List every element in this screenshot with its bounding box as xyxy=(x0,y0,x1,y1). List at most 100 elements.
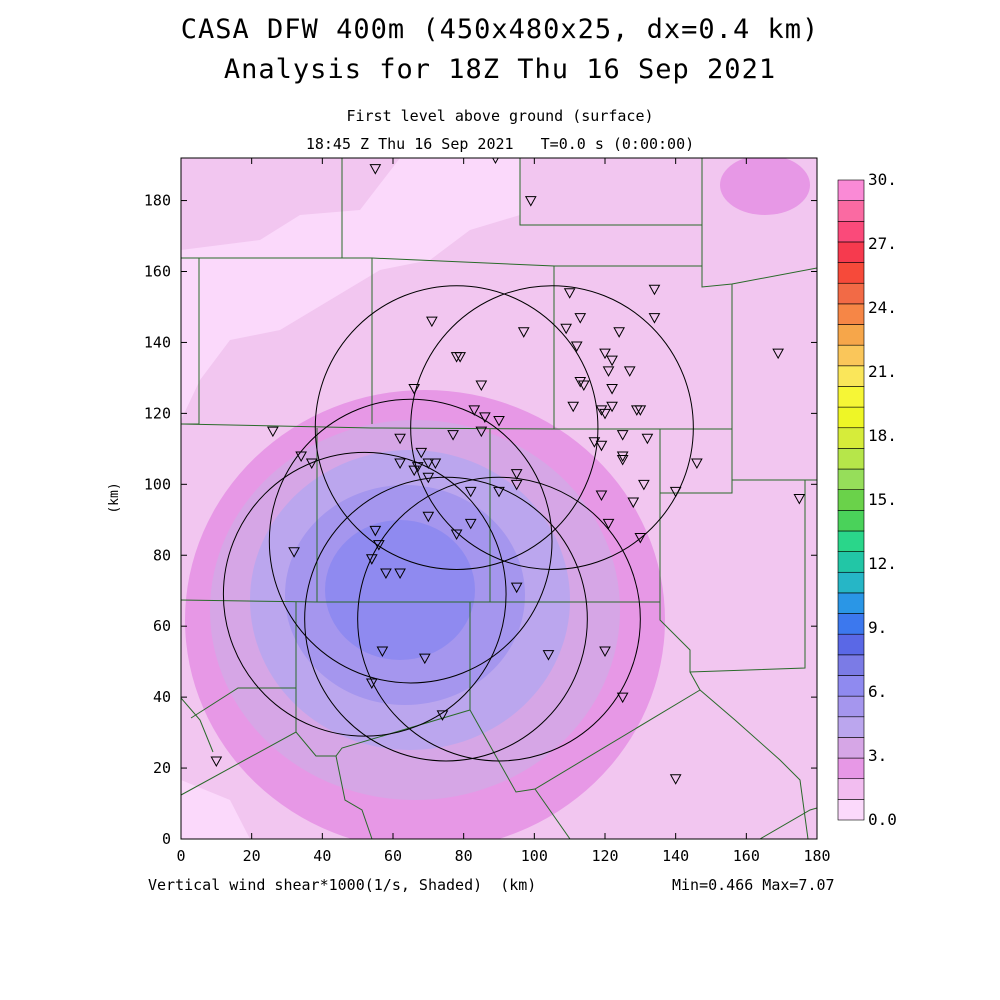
colorbar-swatch xyxy=(837,386,865,408)
station-marker xyxy=(422,472,435,484)
colorbar-label: 3. xyxy=(868,746,887,765)
x-tick-label: 20 xyxy=(243,847,261,865)
station-marker xyxy=(595,490,608,501)
station-marker xyxy=(563,288,576,299)
station-marker xyxy=(606,384,618,395)
station-marker xyxy=(394,568,406,580)
radar-circle xyxy=(222,451,507,737)
x-tick-label: 120 xyxy=(591,847,618,865)
station-marker xyxy=(376,646,389,658)
radar-circle xyxy=(304,476,588,762)
station-marker xyxy=(630,405,643,416)
colorbar-swatch xyxy=(837,675,865,697)
colorbar-label: 18. xyxy=(868,426,897,445)
station-marker xyxy=(669,486,682,498)
colorbar-swatch xyxy=(837,406,865,429)
colorbar-swatch xyxy=(837,448,865,470)
station-marker xyxy=(634,533,647,544)
colorbar-swatch xyxy=(837,179,865,201)
station-marker xyxy=(369,164,382,175)
plot-frame xyxy=(180,157,818,840)
station-marker xyxy=(772,348,784,360)
colorbar-swatch xyxy=(837,468,865,490)
min-max-readout: Min=0.466 Max=7.07 xyxy=(672,876,835,894)
field-level-7 xyxy=(325,520,475,660)
station-marker xyxy=(613,327,625,338)
station-marker xyxy=(602,366,615,377)
station-marker xyxy=(426,316,438,328)
y-tick-label: 120 xyxy=(144,404,171,422)
colorbar-swatch xyxy=(837,716,865,738)
station-marker xyxy=(616,451,629,462)
colorbar-swatch xyxy=(837,282,865,305)
station-marker xyxy=(373,540,385,551)
colorbar-swatch xyxy=(837,757,865,780)
colorbar-swatch xyxy=(837,799,865,821)
colorbar: 0.0 3. 6. 9. 12. 15. 18. 21. 24. 27. 30. xyxy=(837,170,897,829)
station-marker xyxy=(574,313,587,324)
x-tick-label: 60 xyxy=(384,847,402,865)
radar-coverage-circles xyxy=(222,285,694,762)
colorbar-swatch xyxy=(837,365,865,387)
chart-title-line2: Analysis for 18Z Thu 16 Sep 2021 xyxy=(223,54,777,85)
x-tick-label: 140 xyxy=(662,847,689,865)
station-marker xyxy=(464,486,477,498)
station-marker xyxy=(380,568,392,580)
station-marker xyxy=(365,678,378,689)
colorbar-label: 6. xyxy=(868,682,887,701)
station-marker xyxy=(418,653,431,665)
station-marker xyxy=(479,412,491,423)
colorbar-swatch xyxy=(837,510,865,532)
station-marker xyxy=(369,525,382,537)
colorbar-swatch xyxy=(837,778,865,800)
station-marker xyxy=(422,458,435,470)
station-marker xyxy=(616,454,629,466)
colorbar-swatch xyxy=(837,427,865,449)
station-marker xyxy=(267,426,279,438)
colorbar-swatch xyxy=(837,220,865,243)
station-marker xyxy=(475,380,488,392)
colorbar-swatch xyxy=(837,633,865,656)
station-marker xyxy=(623,366,636,377)
county-boundaries xyxy=(181,158,817,839)
colorbar-swatch xyxy=(837,324,865,346)
station-marker xyxy=(510,479,523,491)
colorbar-swatch xyxy=(837,262,865,284)
station-marker xyxy=(295,451,307,462)
station-marker xyxy=(606,355,618,367)
station-marker xyxy=(577,380,590,392)
station-marker xyxy=(422,511,435,523)
axes: 0 20 40 60 80 100 120 140 160 180 0 20 40 60 80 100 120 1… xyxy=(107,158,831,865)
y-tick-label: 140 xyxy=(144,333,171,351)
colorbar-swatch xyxy=(837,592,865,614)
y-tick-label: 40 xyxy=(153,688,171,706)
colorbar-label: 9. xyxy=(868,618,887,637)
y-tick-label: 160 xyxy=(144,263,171,281)
field-low-region-sw xyxy=(181,780,250,839)
colorbar-label: 30. xyxy=(868,170,897,189)
station-marker xyxy=(415,447,428,459)
colorbar-label: 12. xyxy=(868,554,897,573)
station-marker xyxy=(429,458,442,470)
radar-circle xyxy=(268,398,553,684)
colorbar-swatch xyxy=(837,489,865,511)
colorbar-label: 27. xyxy=(868,234,897,253)
y-tick-label: 0 xyxy=(162,830,171,848)
y-tick-label: 20 xyxy=(153,759,171,777)
colorbar-swatch xyxy=(837,613,865,635)
station-marker xyxy=(408,465,421,477)
radar-circle xyxy=(314,285,599,570)
field-description: Vertical wind shear*1000(1/s, Shaded) (k… xyxy=(148,876,537,894)
station-marker xyxy=(464,518,477,530)
colorbar-swatch xyxy=(837,551,865,573)
station-marker xyxy=(517,327,530,338)
station-marker xyxy=(365,554,378,565)
y-tick-label: 60 xyxy=(153,617,171,635)
observation-stations xyxy=(210,158,806,785)
x-tick-label: 40 xyxy=(313,847,331,865)
colorbar-label: 0.0 xyxy=(868,810,897,829)
station-marker xyxy=(450,529,463,540)
station-marker xyxy=(595,440,608,452)
station-marker xyxy=(641,433,654,445)
